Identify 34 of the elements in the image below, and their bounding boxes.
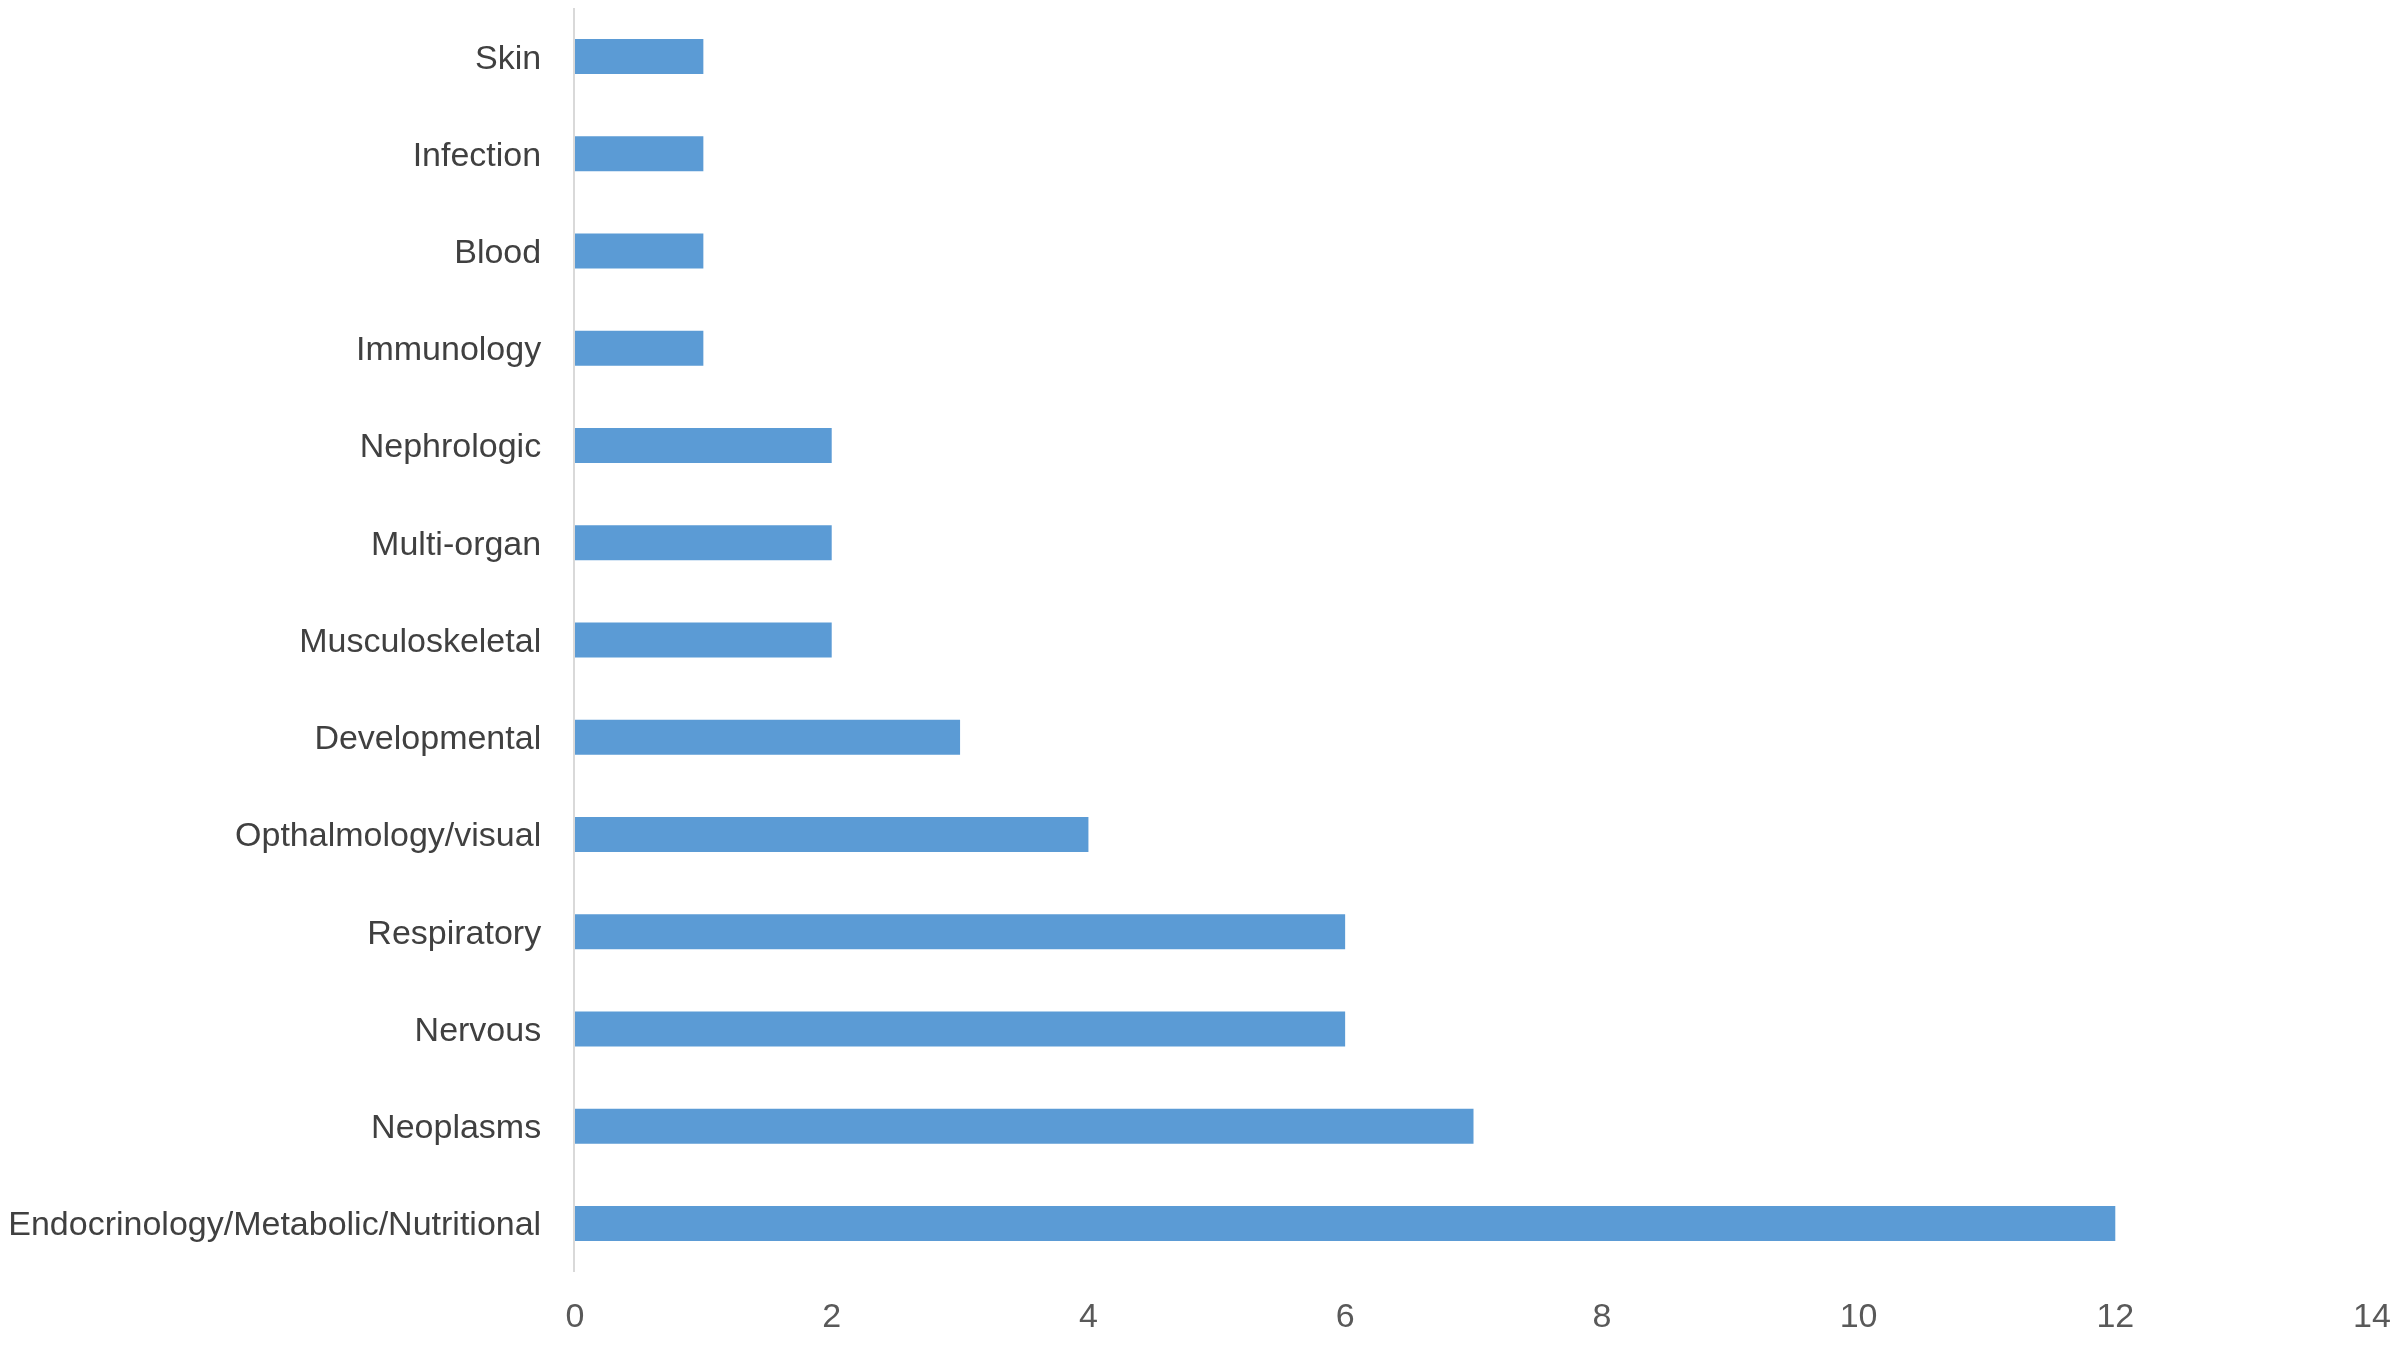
y-tick-label: Musculoskeletal xyxy=(299,620,542,659)
x-tick-label: 0 xyxy=(565,1296,585,1334)
bar xyxy=(575,233,704,269)
y-tick-label: Nervous xyxy=(414,1009,542,1048)
y-tick-label: Endocrinology/Metabolic/Nutritional xyxy=(8,1204,542,1243)
y-tick-label: Neoplasms xyxy=(371,1107,542,1146)
y-tick-label: Opthalmology/visual xyxy=(235,815,542,854)
bar xyxy=(575,622,832,658)
x-tick-label: 14 xyxy=(2353,1296,2391,1334)
bar xyxy=(575,719,961,755)
y-tick-label: Infection xyxy=(412,134,542,173)
y-tick-label: Multi-organ xyxy=(371,523,542,562)
bar xyxy=(575,816,1089,852)
bar xyxy=(575,914,1346,950)
bar xyxy=(575,136,704,172)
x-tick-label: 8 xyxy=(1592,1296,1612,1334)
x-tick-label: 6 xyxy=(1335,1296,1355,1334)
x-tick-label: 2 xyxy=(822,1296,842,1334)
x-tick-label: 4 xyxy=(1078,1296,1098,1334)
y-tick-label: Immunology xyxy=(356,329,542,368)
bar xyxy=(575,330,704,366)
x-tick-label: 10 xyxy=(1839,1296,1878,1334)
bar xyxy=(575,1011,1346,1047)
y-tick-label: Blood xyxy=(454,231,542,270)
bar xyxy=(575,39,704,75)
y-tick-label: Skin xyxy=(475,37,542,76)
y-tick-label: Nephrologic xyxy=(359,426,542,465)
bar xyxy=(575,1205,2116,1241)
y-tick-label: Respiratory xyxy=(367,912,542,951)
bar xyxy=(575,1108,1474,1144)
y-tick-label: Developmental xyxy=(314,718,542,757)
bar xyxy=(575,428,832,464)
x-tick-label: 12 xyxy=(2096,1296,2135,1334)
bar xyxy=(575,525,832,561)
